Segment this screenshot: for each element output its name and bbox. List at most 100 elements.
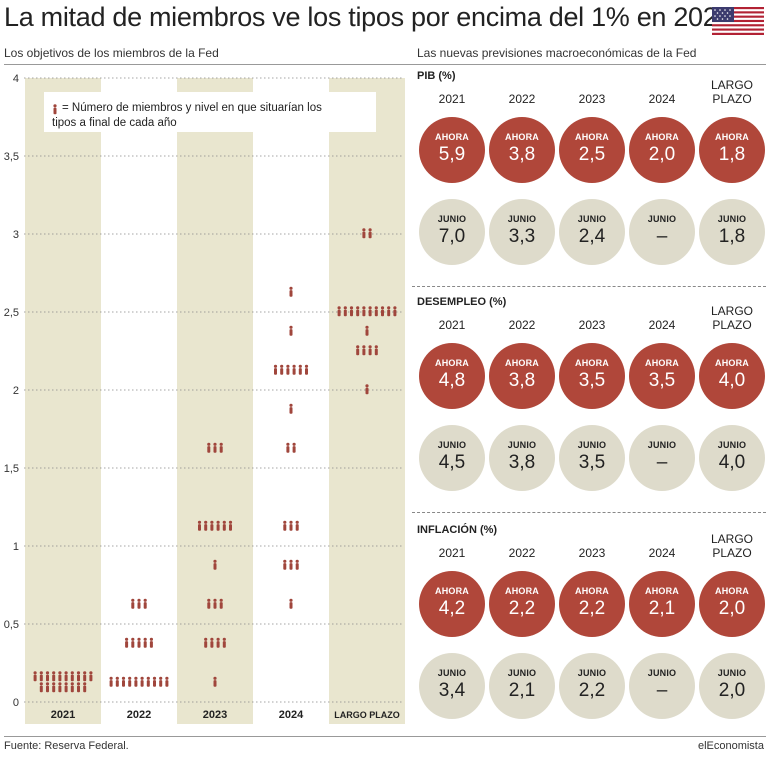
circle-label: AHORA [575, 132, 609, 142]
brand-credit: elEconomista [697, 740, 764, 752]
member-marker [52, 671, 56, 682]
junio-value-circle: JUNIO 4,5 [419, 425, 485, 491]
circle-label: JUNIO [717, 440, 747, 450]
ahora-value-circle: AHORA 4,8 [419, 343, 485, 409]
circle-value: 1,8 [718, 226, 746, 247]
member-marker [70, 682, 74, 693]
circle-label: AHORA [505, 586, 539, 596]
circle-value: 1,8 [718, 144, 746, 165]
dot-group [289, 325, 293, 336]
ahora-value-circle: AHORA 5,9 [419, 117, 485, 183]
circle-value: 2,2 [578, 598, 606, 619]
member-marker [210, 520, 214, 531]
column-header-line: 2023 [578, 92, 606, 106]
column-header-line: LARGO [710, 304, 753, 318]
member-marker [368, 345, 372, 356]
circle-value: 4,0 [718, 370, 746, 391]
column-header: 2022 [482, 546, 562, 560]
circle-label: JUNIO [647, 440, 677, 450]
circle-label: JUNIO [717, 214, 747, 224]
dot-group [356, 345, 378, 356]
dot-group [131, 598, 147, 609]
junio-value-circle: JUNIO 2,4 [559, 199, 625, 265]
y-tick-label: 2 [13, 385, 19, 397]
ahora-value-circle: AHORA 2,1 [629, 571, 695, 637]
dot-group [213, 676, 217, 687]
column-header: 2023 [552, 92, 632, 106]
section-divider [412, 512, 766, 513]
dot-group [204, 637, 226, 648]
column-header: 2024 [622, 318, 702, 332]
member-marker [283, 559, 287, 570]
member-marker [134, 676, 138, 687]
circle-value: 2,5 [578, 144, 606, 165]
circle-label: AHORA [505, 132, 539, 142]
column-header: LARGO PLAZO [692, 532, 770, 560]
ahora-value-circle: AHORA 2,2 [489, 571, 555, 637]
dot-group [207, 598, 223, 609]
member-marker [393, 306, 397, 317]
ahora-value-circle: AHORA 4,2 [419, 571, 485, 637]
column-header-line: 2021 [438, 546, 466, 560]
member-marker [204, 520, 208, 531]
band-2023 [177, 78, 253, 724]
right-subtitle: Las nuevas previsiones macroeconómicas d… [417, 46, 697, 60]
member-marker [149, 637, 153, 648]
member-marker [298, 364, 302, 375]
column-header-line: 2023 [578, 546, 606, 560]
circle-label: AHORA [645, 586, 679, 596]
section-title: PIB (%) [417, 70, 456, 82]
ahora-value-circle: AHORA 1,8 [699, 117, 765, 183]
y-tick-label: 3 [13, 229, 19, 241]
circle-value: 3,5 [578, 452, 606, 473]
source-note: Fuente: Reserva Federal. [4, 740, 129, 752]
member-marker [283, 520, 287, 531]
dot-group [337, 306, 397, 317]
circle-label: AHORA [715, 132, 749, 142]
member-marker [121, 676, 126, 687]
y-tick-label: 1 [13, 541, 19, 553]
dot-group [207, 442, 223, 453]
member-marker [115, 676, 119, 687]
circle-label: JUNIO [507, 214, 537, 224]
member-marker [365, 384, 369, 395]
member-marker [380, 306, 385, 317]
circle-label: JUNIO [437, 668, 467, 678]
legend-marker-icon [53, 104, 57, 115]
junio-value-circle: JUNIO 2,2 [559, 653, 625, 719]
circle-value: 3,3 [508, 226, 536, 247]
dot-group [289, 403, 293, 414]
circle-value: 2,2 [508, 598, 536, 619]
junio-value-circle: JUNIO 4,0 [699, 425, 765, 491]
member-marker [131, 598, 135, 609]
circle-label: AHORA [575, 586, 609, 596]
column-header: 2023 [552, 318, 632, 332]
column-header: 2021 [412, 546, 492, 560]
x-tick-label: 2022 [127, 709, 151, 721]
circle-value: 3,4 [438, 680, 466, 701]
junio-value-circle: JUNIO 1,8 [699, 199, 765, 265]
circle-value: 3,8 [508, 452, 536, 473]
circle-label: JUNIO [577, 440, 607, 450]
x-tick-label: LARGO PLAZO [334, 710, 400, 720]
circle-label: AHORA [435, 358, 469, 368]
member-marker [197, 520, 202, 531]
circle-label: JUNIO [647, 214, 677, 224]
member-marker [337, 306, 341, 317]
column-header-line: PLAZO [712, 546, 752, 560]
member-marker [292, 364, 296, 375]
member-marker [295, 520, 299, 531]
column-header-line: 2024 [648, 92, 676, 106]
member-marker [343, 306, 347, 317]
junio-value-circle: JUNIO 2,1 [489, 653, 555, 719]
circle-label: AHORA [645, 358, 679, 368]
circle-label: JUNIO [437, 440, 467, 450]
y-tick-label: 0,5 [4, 619, 19, 631]
member-marker [109, 676, 113, 687]
member-marker [213, 676, 217, 687]
member-marker [146, 676, 150, 687]
member-marker [374, 345, 378, 356]
circle-label: JUNIO [507, 440, 537, 450]
junio-value-circle: JUNIO 3,8 [489, 425, 555, 491]
circle-value: 2,0 [648, 144, 676, 165]
